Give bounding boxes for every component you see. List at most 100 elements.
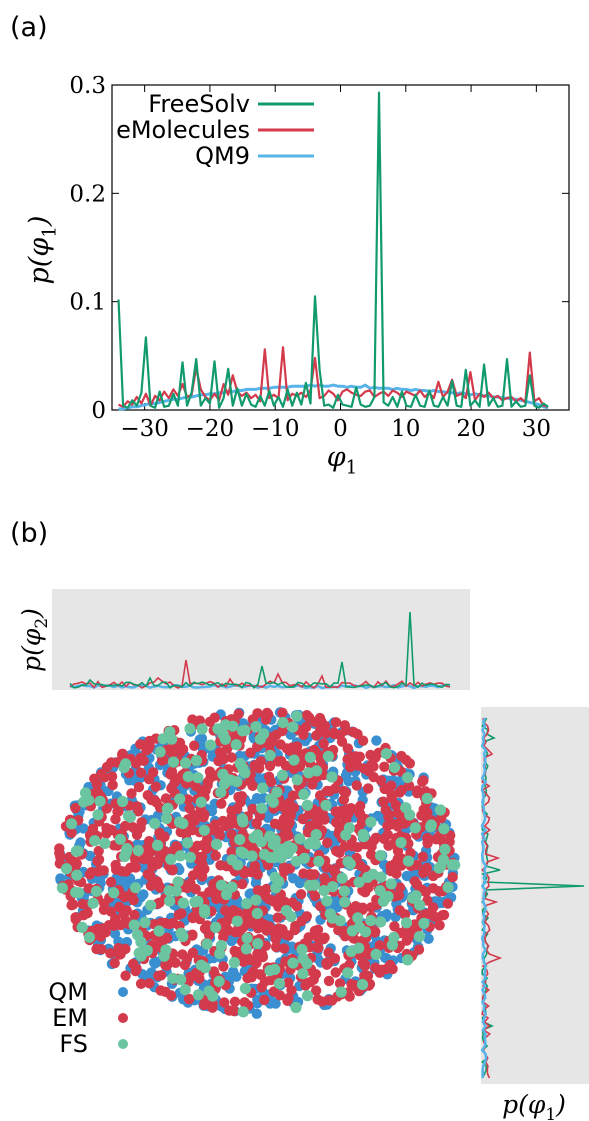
scatter-point: [295, 889, 307, 900]
scatter-point: [135, 767, 147, 778]
scatter-point: [331, 845, 342, 857]
scatter-point: [363, 783, 374, 794]
scatter-point: [220, 820, 231, 832]
scatter-point: [231, 915, 243, 927]
scatter-point: [311, 942, 323, 953]
scatter-point: [247, 803, 258, 815]
scatter-point: [353, 921, 365, 933]
scatter-point: [127, 821, 138, 833]
scatter-point: [438, 823, 450, 835]
scatter-point: [106, 757, 117, 768]
scatter-point: [358, 831, 370, 843]
scatter-point: [403, 932, 414, 944]
series-line-freesolv: [117, 91, 549, 409]
scatter-point: [277, 717, 289, 729]
scatter-point: [304, 751, 316, 764]
scatter-point: [273, 978, 285, 990]
scatter-point: [390, 799, 402, 811]
scatter-point: [184, 993, 195, 1005]
scatter-point: [366, 841, 377, 852]
scatter-point: [252, 938, 264, 950]
scatter-point: [310, 985, 322, 996]
scatter-point: [259, 994, 270, 1006]
scatter-point: [322, 837, 333, 848]
scatter-point: [314, 790, 326, 801]
scatter-point: [255, 969, 266, 980]
x-tick-label: 20: [456, 416, 485, 442]
scatter-point: [399, 818, 410, 829]
scatter-point: [229, 945, 240, 957]
scatter-point: [149, 818, 161, 830]
scatter-point: [210, 921, 222, 933]
scatter-point: [319, 814, 330, 825]
scatter-point: [228, 957, 240, 969]
scatter-point: [128, 919, 140, 931]
scatter-point: [154, 746, 166, 758]
scatter-point: [350, 901, 361, 912]
scatter-point: [105, 948, 116, 959]
scatter-point: [239, 724, 251, 737]
scatter-point: [219, 997, 230, 1008]
scatter-point: [55, 851, 66, 862]
scatter-point: [252, 923, 264, 934]
scatter-point: [217, 768, 229, 780]
scatter-point: [237, 878, 248, 890]
scatter-point: [93, 845, 104, 857]
scatter-point: [239, 767, 251, 779]
scatter-point: [131, 801, 143, 812]
scatter-point: [425, 819, 437, 831]
scatter-point: [378, 796, 389, 807]
scatter-point: [141, 843, 152, 854]
scatter-point: [449, 859, 461, 871]
scatter-point: [189, 740, 200, 751]
scatter-point: [226, 846, 237, 857]
scatter-point: [447, 871, 458, 883]
scatter-point: [374, 885, 386, 897]
x-tick-label: 0: [333, 416, 348, 442]
scatter-point: [305, 868, 316, 880]
scatter-point: [249, 860, 261, 871]
scatter-point: [371, 735, 382, 746]
scatter-point: [75, 837, 86, 848]
scatter-point: [298, 788, 310, 801]
scatter-point: [439, 843, 451, 855]
scatter-point: [297, 968, 309, 980]
scatter-point: [250, 894, 262, 906]
scatter-point: [322, 750, 334, 762]
scatter-point: [122, 810, 135, 822]
x-tick-label: 10: [391, 416, 420, 442]
scatter-point: [356, 979, 369, 991]
scatter-point: [233, 791, 244, 803]
scatter-point: [382, 890, 394, 903]
scatter-point: [436, 813, 447, 824]
scatter-point: [109, 928, 121, 939]
scatter-point: [246, 850, 258, 862]
scatter-point: [234, 834, 246, 846]
scatter-point: [66, 900, 77, 911]
scatter-point: [177, 897, 189, 909]
scatter-point: [152, 855, 164, 866]
scatter-point: [232, 859, 244, 871]
scatter-point: [202, 833, 213, 845]
scatter-point: [280, 905, 292, 917]
scatter-point: [427, 902, 439, 913]
scatter-point: [375, 775, 387, 786]
scatter-point: [78, 823, 89, 834]
scatter-point: [212, 723, 224, 735]
scatter-point: [291, 710, 303, 722]
scatter-point: [153, 925, 165, 937]
scatter-point: [161, 960, 173, 971]
scatter-point: [380, 748, 392, 760]
scatter-point: [339, 896, 351, 908]
scatter-point: [344, 858, 356, 870]
scatter-point: [362, 871, 374, 884]
scatter-point: [335, 986, 347, 998]
scatter-point: [197, 871, 208, 882]
scatter-point: [98, 865, 109, 876]
scatter-point: [154, 897, 165, 908]
scatter-point: [194, 973, 205, 984]
y-tick-label: 0: [91, 398, 106, 424]
scatter-point: [291, 901, 303, 912]
scatter-point: [281, 815, 292, 826]
